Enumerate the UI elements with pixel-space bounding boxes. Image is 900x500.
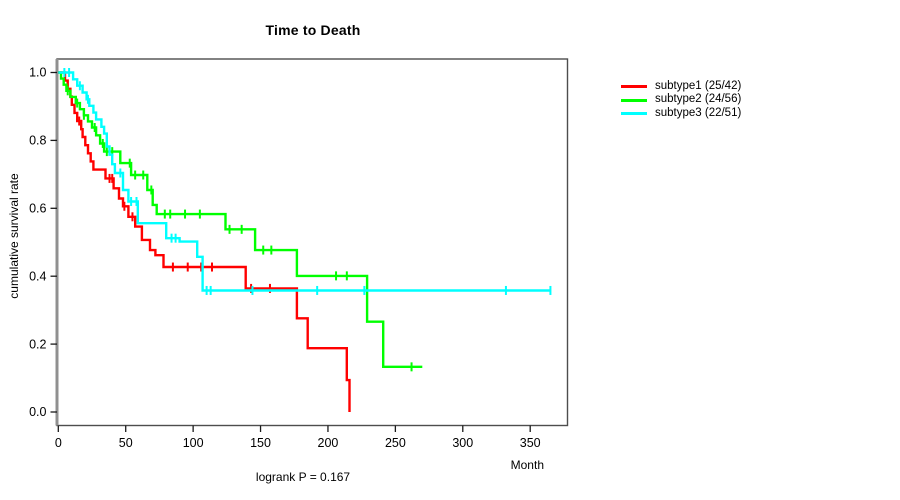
legend-item: subtype3 (22/51) [621, 107, 741, 120]
y-tick-label: 0.4 [29, 269, 46, 283]
x-tick-label: 0 [55, 436, 62, 450]
y-tick-label: 0.8 [29, 134, 46, 148]
x-tick-label: 350 [520, 436, 541, 450]
chart-title: Time to Death [265, 22, 361, 38]
km-curve-subtype2 [58, 71, 423, 372]
legend-label: subtype2 (24/56) [655, 93, 742, 106]
logrank-pvalue-note: logrank P = 0.167 [255, 470, 351, 484]
y-axis-ticks: 0.0 0.2 0.4 0.6 0.8 1.0 [29, 66, 57, 419]
x-tick-label: 100 [183, 436, 204, 450]
legend-item: subtype1 (25/42) [621, 80, 741, 93]
y-tick-label: 0.2 [29, 337, 46, 351]
x-axis-ticks: 0 50 100 150 200 250 300 350 [55, 425, 541, 450]
km-curve-subtype1 [58, 71, 351, 412]
y-tick-label: 0.6 [29, 202, 46, 216]
x-tick-label: 300 [452, 436, 473, 450]
censor-marks [63, 68, 552, 295]
x-tick-label: 50 [119, 436, 133, 450]
km-step-line [58, 71, 551, 292]
censor-marks [78, 116, 271, 293]
x-tick-label: 200 [318, 436, 339, 450]
x-tick-label: 150 [250, 436, 271, 450]
legend: subtype1 (25/42) subtype2 (24/56) subtype3… [621, 80, 741, 120]
legend-line-swatch [621, 98, 647, 102]
y-axis-label: cumulative survival rate [7, 173, 21, 299]
km-curve-subtype3 [58, 68, 552, 295]
legend-line-swatch [621, 111, 647, 115]
legend-line-swatch [621, 85, 647, 89]
legend-label: subtype1 (25/42) [655, 79, 742, 92]
x-tick-label: 250 [385, 436, 406, 450]
y-tick-label: 1.0 [29, 66, 46, 80]
y-tick-label: 0.0 [29, 405, 46, 419]
legend-label: subtype3 (22/51) [655, 106, 742, 119]
censor-marks [66, 86, 413, 372]
legend-item: subtype2 (24/56) [621, 93, 741, 106]
km-step-line [58, 71, 423, 368]
km-step-line [58, 71, 351, 412]
x-axis-label: Month [510, 458, 544, 472]
plot-box [55, 58, 569, 427]
